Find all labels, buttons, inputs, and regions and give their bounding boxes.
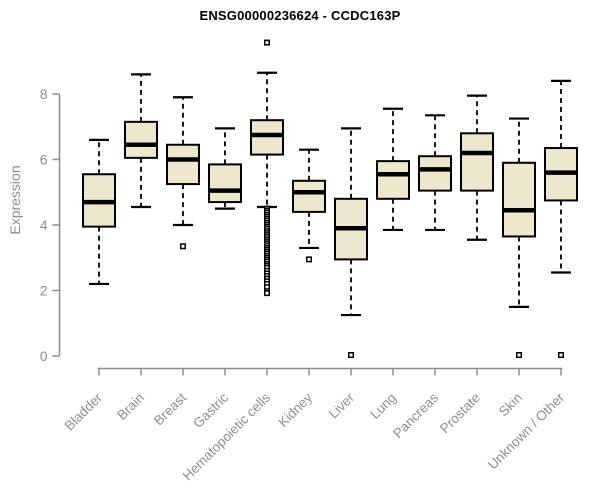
box [166, 143, 200, 186]
x-tick-label: Skin [496, 390, 525, 419]
x-tick-label: Breast [151, 390, 189, 428]
box [418, 155, 452, 192]
box [376, 160, 410, 200]
x-tick-label: Pancreas [390, 390, 441, 441]
box [502, 161, 536, 238]
outlier-point [264, 39, 270, 46]
y-tick-label: 8 [40, 86, 48, 102]
outlier-point [348, 352, 354, 359]
x-tick-label: Kidney [275, 390, 315, 430]
x-tick-label: Gastric [190, 390, 231, 431]
x-tick-label: Brain [114, 390, 147, 423]
y-tick-label: 0 [40, 348, 48, 364]
box [292, 179, 326, 213]
chart-title: ENSG00000236624 - CCDC163P [199, 8, 401, 23]
box [124, 120, 158, 159]
y-tick-label: 4 [40, 217, 48, 233]
x-tick-label: Liver [326, 390, 358, 422]
box [250, 119, 284, 156]
y-tick-label: 6 [40, 152, 48, 168]
x-tick-label: Unknown / Other [485, 390, 568, 473]
outlier-point [180, 243, 186, 250]
x-tick-label: Bladder [62, 390, 106, 434]
box [208, 163, 242, 204]
outlier-point [306, 256, 312, 263]
box [460, 132, 494, 192]
outlier-point [516, 352, 522, 359]
outlier-point [558, 352, 564, 359]
x-tick-label: Prostate [437, 390, 483, 436]
x-tick-label: Lung [367, 390, 399, 422]
y-tick-label: 2 [40, 283, 48, 299]
outlier-point [264, 290, 270, 297]
